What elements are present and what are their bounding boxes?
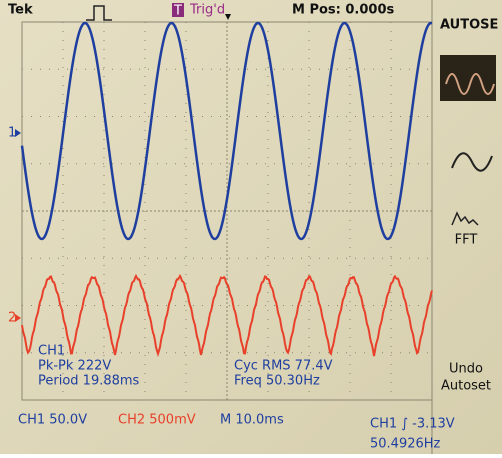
fft-button[interactable]: FFT bbox=[455, 233, 478, 248]
measure-rms: Cyc RMS 77.4V bbox=[234, 359, 333, 374]
undo-label[interactable]: Undo bbox=[449, 362, 483, 377]
measure-pk-pk: Pk-Pk 222V bbox=[38, 359, 111, 374]
trigger-icon: T bbox=[173, 4, 182, 19]
undo-label[interactable]: Autoset bbox=[441, 379, 491, 394]
menu-title[interactable]: AUTOSE bbox=[440, 18, 498, 33]
brand: Tek bbox=[8, 3, 33, 18]
trigger-frequency: 50.4926Hz bbox=[370, 437, 441, 452]
trigger-setting: CH1 ∫ -3.13V bbox=[370, 417, 455, 432]
measure-freq: Freq 50.30Hz bbox=[234, 374, 320, 389]
time-scale: M 10.0ms bbox=[220, 413, 284, 428]
horizontal-position: M Pos: 0.000s bbox=[292, 3, 395, 18]
ch2-scale: CH2 500mV bbox=[118, 413, 196, 428]
scope-screen: Tek T Trig'd M Pos: 0.000s AUTOSE FFT Un… bbox=[0, 0, 502, 454]
ch1-scale: CH1 50.0V bbox=[18, 413, 87, 428]
measure-source: CH1 bbox=[38, 344, 65, 359]
measure-period: Period 19.88ms bbox=[38, 374, 140, 389]
trigger-status: Trig'd bbox=[189, 3, 225, 18]
